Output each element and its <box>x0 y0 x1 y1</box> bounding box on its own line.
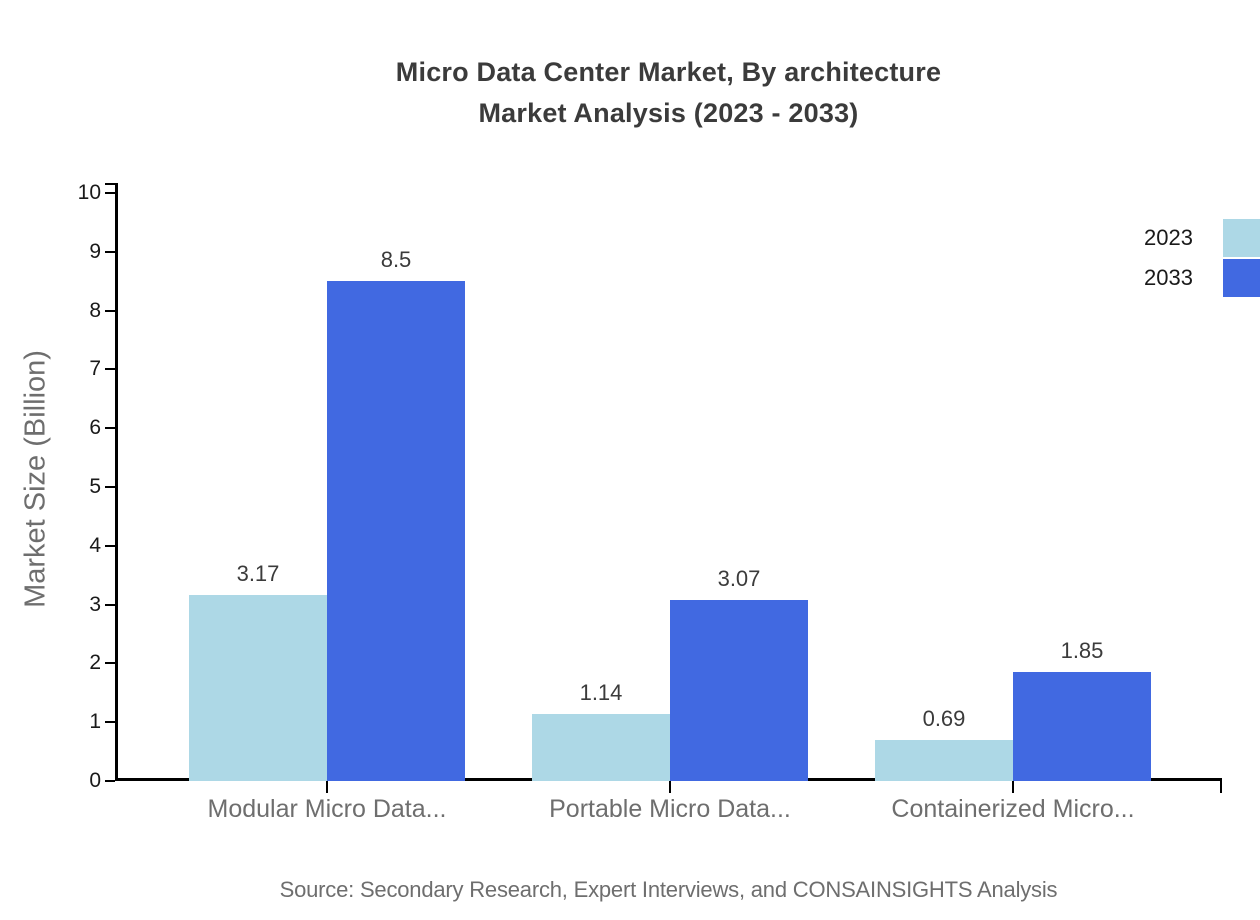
y-tick-mark <box>105 192 115 194</box>
bar-value-label: 1.14 <box>579 679 623 705</box>
legend-label-2033: 2033 <box>1144 265 1193 290</box>
y-tick-label: 5 <box>89 475 101 498</box>
y-tick-label: 8 <box>89 298 101 322</box>
y-tick-label: 6 <box>89 416 101 440</box>
y-tick-mark <box>105 544 115 547</box>
y-tick-label: 1 <box>89 710 101 734</box>
y-tick-mark <box>105 603 115 606</box>
legend-swatch-2033 <box>1223 259 1260 297</box>
legend-item-2023: 2023 <box>1144 219 1260 257</box>
y-tick-mark <box>105 662 115 665</box>
bar-value-label: 0.69 <box>922 706 966 732</box>
x-category-label: Containerized Micro... <box>891 795 1135 823</box>
x-tick-mark <box>326 781 328 793</box>
y-tick-mark <box>105 780 115 782</box>
bar-value-label: 3.17 <box>236 560 280 586</box>
y-tick-label: 7 <box>89 357 101 381</box>
y-tick-label: 9 <box>89 239 101 263</box>
x-category-label: Modular Micro Data... <box>207 795 447 823</box>
bar-value-label: 8.5 <box>380 247 412 273</box>
bar-2033-0 <box>327 281 465 781</box>
legend-item-2033: 2033 <box>1144 259 1260 297</box>
bar-value-label: 3.07 <box>717 566 761 592</box>
x-axis-endcap <box>1220 781 1222 793</box>
chart-title: Micro Data Center Market, By architectur… <box>115 52 1222 134</box>
y-tick-mark <box>105 721 115 724</box>
y-tick-label: 0 <box>89 769 101 792</box>
y-tick-mark <box>105 309 115 312</box>
plot-area: 0 1 2 3 4 5 6 7 8 9 10 3.17 8.5 1.14 3.07 0.69 1.85 Mod… <box>78 181 1222 823</box>
legend-label-2023: 2023 <box>1144 225 1193 250</box>
y-tick-label: 4 <box>89 533 101 557</box>
y-tick-label: 2 <box>89 651 101 675</box>
bar-value-label: 1.85 <box>1060 638 1104 664</box>
y-tick-mark <box>105 250 115 253</box>
y-axis-title: Market Size (Billion) <box>19 350 52 608</box>
x-category-label: Portable Micro Data... <box>549 795 791 823</box>
bar-2033-1 <box>670 600 808 781</box>
bar-2023-0 <box>189 594 327 781</box>
chart-title-line1: Micro Data Center Market, By architectur… <box>395 57 942 87</box>
y-tick-mark <box>105 368 115 371</box>
y-tick-label: 10 <box>77 181 101 204</box>
bar-2033-2 <box>1013 672 1151 781</box>
y-axis-line <box>115 183 118 781</box>
bar-2023-1 <box>532 713 670 781</box>
legend: 2023 2033 <box>1144 219 1260 299</box>
legend-swatch-2023 <box>1223 219 1260 257</box>
x-tick-mark <box>669 781 671 793</box>
x-tick-mark <box>1012 781 1014 793</box>
y-tick-mark <box>105 486 115 488</box>
bar-2023-2 <box>875 740 1013 781</box>
y-axis-endcap <box>105 183 115 185</box>
y-tick-mark <box>105 427 115 430</box>
y-tick-label: 3 <box>89 592 101 616</box>
source-note: Source: Secondary Research, Expert Inter… <box>279 877 1058 902</box>
chart-title-line2: Market Analysis (2023 - 2033) <box>478 98 859 128</box>
